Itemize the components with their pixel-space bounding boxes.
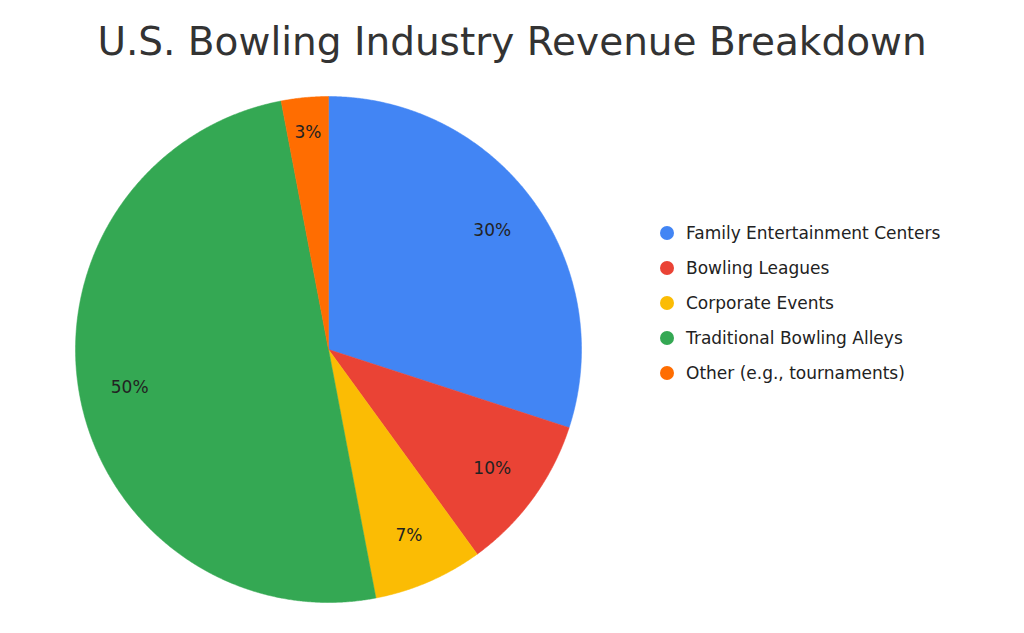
svg-text:30%: 30% — [473, 220, 511, 240]
svg-text:10%: 10% — [473, 458, 511, 478]
html-text:Traditional Bowling Alleys: Traditional Bowling Alleys — [686, 327, 903, 348]
html-text:Bowling Leagues: Bowling Leagues — [686, 257, 830, 278]
svg-text:50%: 50% — [111, 377, 149, 397]
html-text:Family Entertainment Centers: Family Entertainment Centers — [686, 222, 941, 243]
html-text:Other (e.g., tournaments): Other (e.g., tournaments) — [686, 362, 905, 383]
svg-text:3%: 3% — [295, 122, 322, 142]
html-text:U.S. Bowling Industry Revenue: U.S. Bowling Industry Revenue Breakdown — [97, 19, 927, 64]
html-text:Corporate Events: Corporate Events — [686, 292, 834, 313]
svg-text:7%: 7% — [395, 525, 422, 545]
